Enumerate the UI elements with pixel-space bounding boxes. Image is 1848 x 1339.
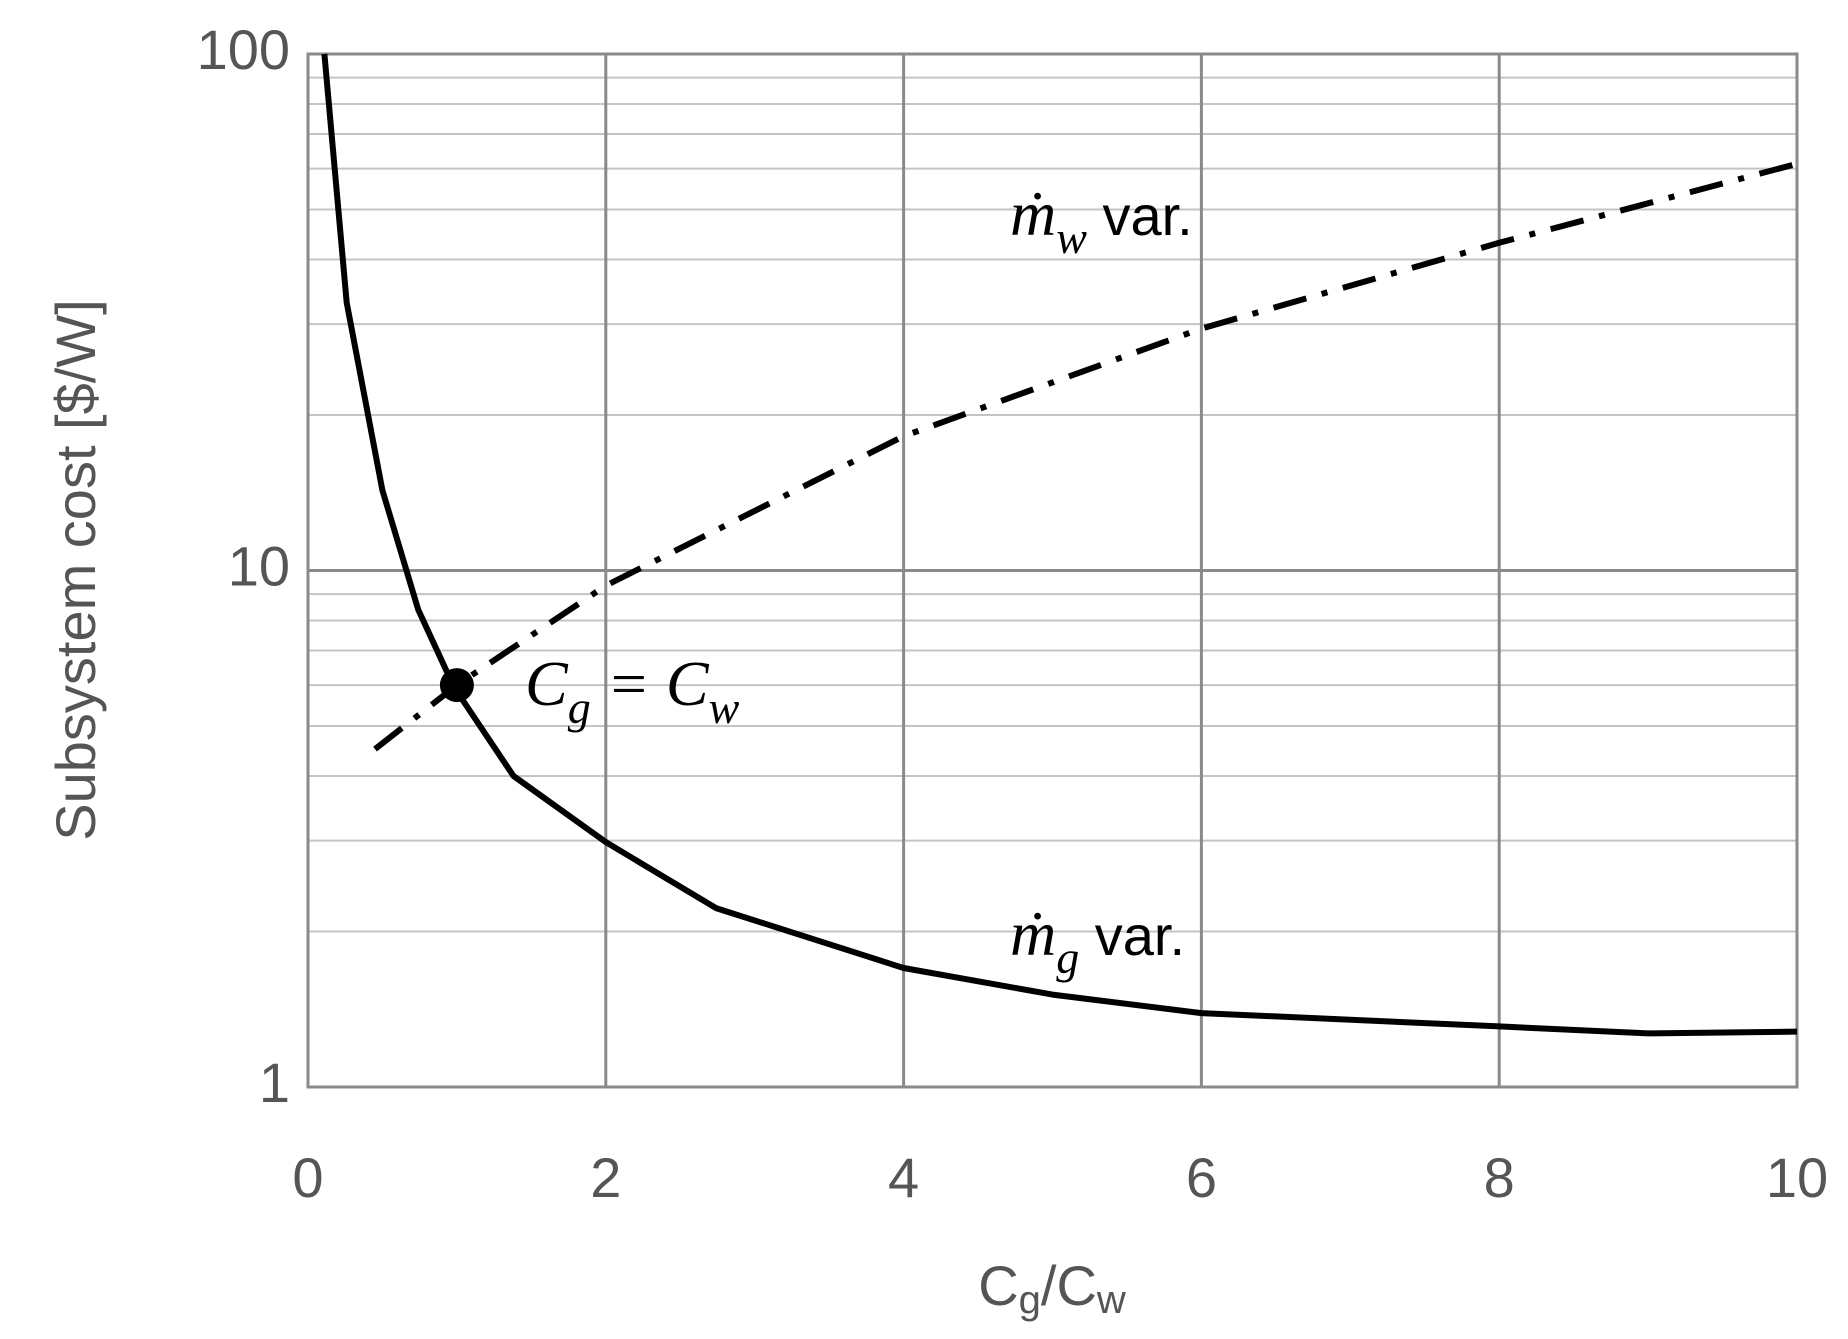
plot-area (306, 52, 1799, 1089)
annotation-part: ṁ (1010, 898, 1056, 969)
x-label-part: /C (1041, 1254, 1097, 1317)
annotation: ṁw var. (1010, 178, 1193, 263)
annotation: Cg = Cw (525, 648, 740, 733)
series-line (321, 53, 1798, 1037)
annotation-part: = C (591, 648, 710, 719)
x-tick-label: 6 (1186, 1146, 1217, 1209)
y-tick-label: 1 (259, 1051, 290, 1114)
plot-border (306, 52, 1799, 1089)
annotation-part: var. (1079, 904, 1185, 967)
x-tick-label: 4 (888, 1146, 919, 1209)
x-tick-label: 10 (1766, 1146, 1828, 1209)
y-axis-label: Subsystem cost [$/W] (44, 299, 107, 841)
x-label-part: w (1096, 1278, 1126, 1322)
annotation-part: w (709, 682, 740, 733)
annotation-part: g (1056, 932, 1079, 983)
x-tick-label: 2 (590, 1146, 621, 1209)
x-label-part: C (978, 1254, 1018, 1317)
intersection-point (439, 668, 474, 703)
annotation-part: C (525, 648, 569, 719)
y-tick-label: 100 (197, 18, 290, 81)
x-tick-label: 0 (292, 1146, 323, 1209)
annotation-part: w (1056, 212, 1087, 263)
x-axis-label: Cg/Cw (978, 1254, 1126, 1322)
x-label-part: g (1019, 1278, 1041, 1322)
annotation-part: ṁ (1010, 178, 1056, 249)
x-tick-label: 8 (1484, 1146, 1515, 1209)
annotation: ṁg var. (1010, 898, 1185, 983)
annotation-part: var. (1087, 184, 1193, 247)
y-tick-label: 10 (228, 534, 290, 597)
annotation-part: g (568, 682, 591, 733)
